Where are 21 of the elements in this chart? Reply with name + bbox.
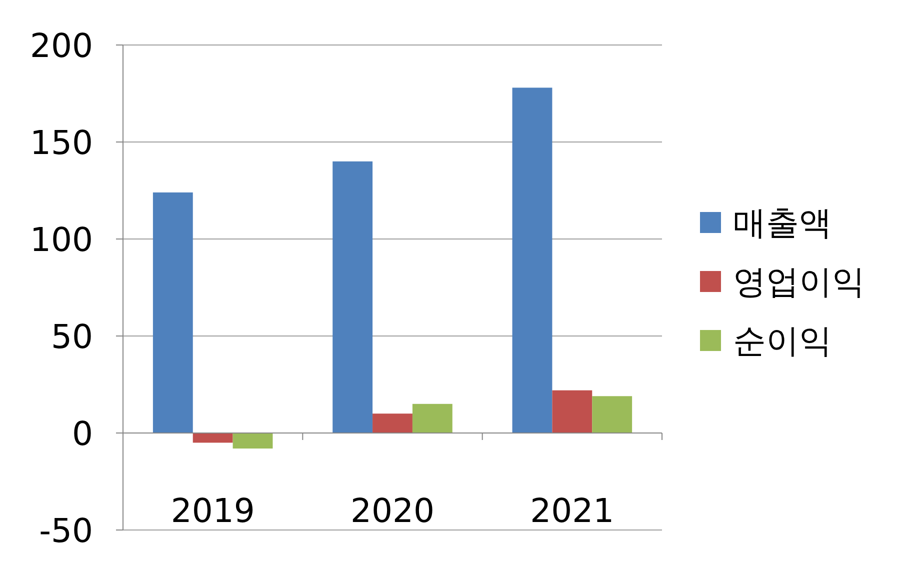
- bar: [332, 161, 373, 433]
- legend-label: 순이익: [733, 321, 832, 360]
- bar: [372, 414, 412, 433]
- legend-label: 매출액: [733, 203, 832, 242]
- x-tick-label: 2021: [530, 491, 614, 530]
- bar: [232, 433, 273, 449]
- bar: [192, 433, 233, 443]
- bar: [152, 192, 193, 433]
- y-tick-label: -50: [39, 511, 93, 550]
- bar: [592, 396, 632, 433]
- y-tick-label: 0: [72, 414, 93, 453]
- bar: [512, 88, 552, 433]
- y-tick-label: 50: [51, 317, 93, 356]
- x-tick-label: 2019: [170, 491, 255, 530]
- y-tick-label: 100: [30, 220, 93, 259]
- bar: [552, 390, 592, 433]
- y-tick-label: 150: [30, 123, 93, 162]
- bar: [412, 404, 452, 433]
- y-tick-label: 200: [30, 26, 93, 65]
- x-tick-label: 2020: [350, 491, 434, 530]
- legend-label: 영업이익: [733, 262, 865, 301]
